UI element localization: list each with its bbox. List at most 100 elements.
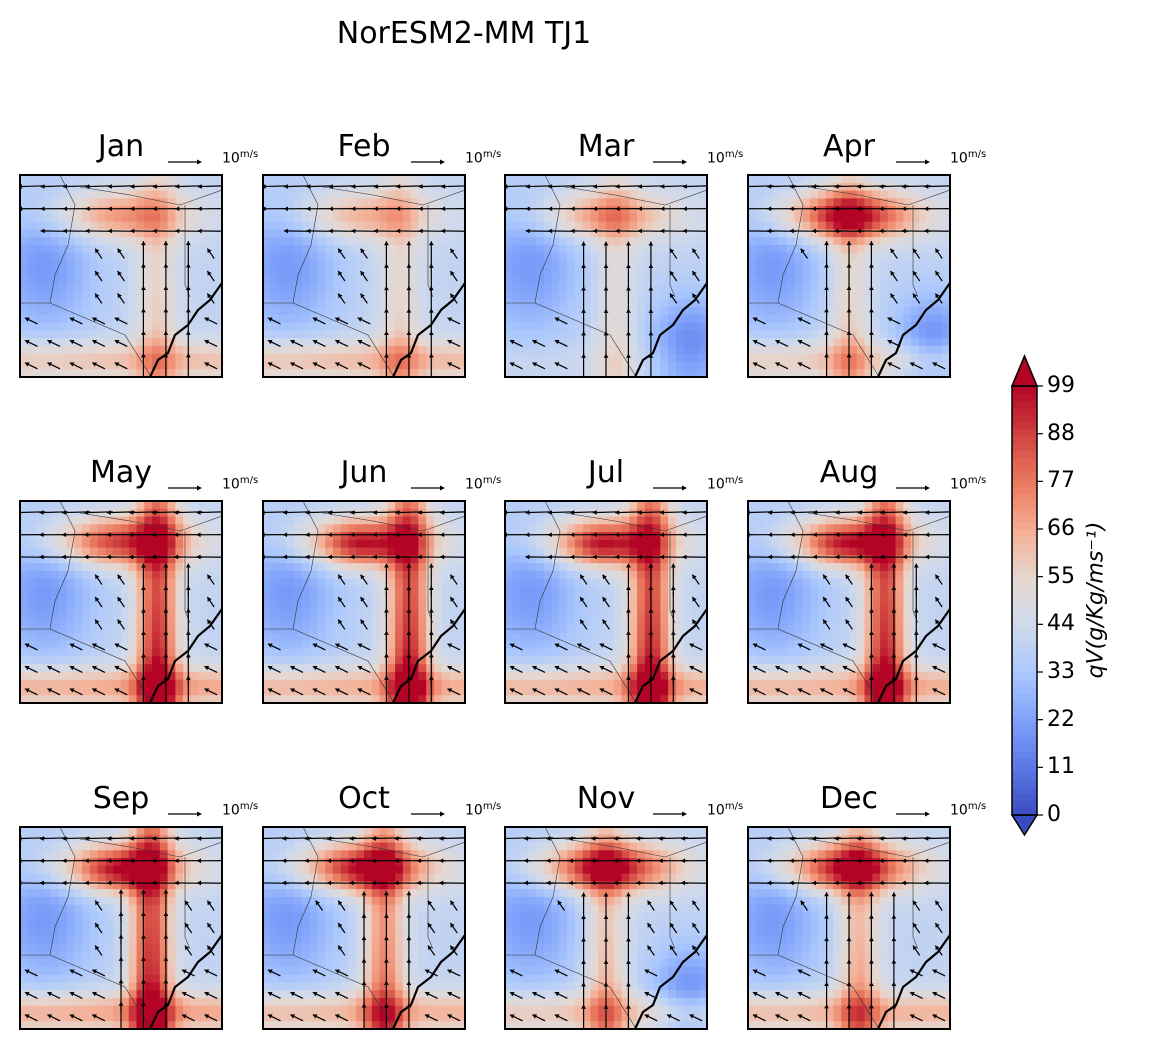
heatmap-cell <box>214 633 222 642</box>
heatmap-cell <box>51 322 60 331</box>
heatmap-cell <box>105 671 114 681</box>
heatmap-cell <box>198 330 208 339</box>
heatmap-cell <box>20 547 29 556</box>
heatmap-cell <box>918 345 928 355</box>
heatmap-cell <box>457 524 465 533</box>
heatmap-cell <box>441 198 451 207</box>
heatmap-cell <box>74 361 83 370</box>
heatmap-cell <box>128 555 138 564</box>
heatmap-cell <box>520 229 529 238</box>
heatmap-cell <box>660 353 669 363</box>
heatmap-cell <box>441 625 451 634</box>
heatmap-cell <box>748 198 757 207</box>
heatmap-cell <box>309 578 318 588</box>
heatmap-cell <box>660 206 669 215</box>
heatmap-cell <box>144 190 153 199</box>
heatmap-cell <box>505 563 514 572</box>
heatmap-cell <box>606 252 615 262</box>
heatmap-cell <box>841 190 850 199</box>
heatmap-cell <box>51 345 60 355</box>
heatmap-cell <box>317 539 326 549</box>
heatmap-cell <box>536 175 545 184</box>
wind-arrowhead <box>95 597 100 602</box>
heatmap-cell <box>418 664 427 673</box>
heatmap-cell <box>567 268 576 277</box>
heatmap-cell <box>817 229 827 238</box>
heatmap-cell <box>198 369 208 377</box>
heatmap-cell <box>418 237 427 246</box>
heatmap-cell <box>559 369 568 377</box>
heatmap-cell <box>918 291 928 300</box>
heatmap-cell <box>559 252 568 262</box>
heatmap-cell <box>270 314 280 324</box>
heatmap-cell <box>136 594 145 603</box>
heatmap-cell <box>606 338 615 347</box>
heatmap-cell <box>136 501 145 510</box>
heatmap-cell <box>903 283 912 293</box>
heatmap-cell <box>286 532 295 541</box>
heatmap-cell <box>301 687 311 696</box>
heatmap-cell <box>771 322 780 331</box>
heatmap-cell <box>856 345 866 355</box>
heatmap-cell <box>520 570 529 580</box>
heatmap-cell <box>144 237 153 246</box>
heatmap-cell <box>426 353 435 363</box>
heatmap-cell <box>152 594 161 603</box>
heatmap-cell <box>105 609 114 619</box>
heatmap-cell <box>74 268 83 277</box>
heatmap-cell <box>505 547 514 556</box>
heatmap-cell <box>613 213 623 223</box>
wind-arrowhead <box>548 228 553 234</box>
heatmap-cell <box>214 679 222 689</box>
heatmap-cell <box>683 345 693 355</box>
heatmap-cell <box>159 648 169 657</box>
heatmap-cell <box>582 260 592 269</box>
heatmap-cell <box>505 555 514 564</box>
heatmap-cell <box>364 299 373 308</box>
heatmap-cell <box>97 229 107 238</box>
heatmap-cell <box>364 338 373 347</box>
heatmap-cell <box>20 640 29 650</box>
heatmap-cell <box>105 547 114 556</box>
wind-arrowhead <box>175 184 180 189</box>
heatmap-cell <box>512 268 522 277</box>
heatmap-cell <box>20 361 29 370</box>
heatmap-cell <box>418 244 427 254</box>
heatmap-cells <box>263 501 465 703</box>
heatmap-cell <box>841 322 850 331</box>
heatmap-cell <box>779 252 788 262</box>
heatmap-cell <box>270 299 280 308</box>
heatmap-cell <box>198 229 208 238</box>
heatmap-cell <box>660 369 669 377</box>
heatmap-cell <box>74 244 83 254</box>
heatmap-cell <box>528 190 537 199</box>
heatmap-cell <box>206 508 215 518</box>
heatmap-cell <box>668 213 677 223</box>
heatmap-cell <box>89 648 99 657</box>
heatmap-cells <box>20 175 222 377</box>
heatmap-cell <box>457 671 465 681</box>
wind-arrowhead <box>890 293 895 299</box>
wind-arrow <box>197 185 222 188</box>
heatmap-cell <box>144 508 153 518</box>
wind-arrowhead <box>626 241 631 246</box>
heatmap-cell <box>74 524 83 533</box>
heatmap-cell <box>183 252 192 262</box>
heatmap-cell <box>810 338 819 347</box>
wind-arrowhead <box>912 271 918 276</box>
heatmap-cell <box>332 299 342 308</box>
heatmap-cell <box>286 175 295 184</box>
wind-arrowhead <box>603 241 609 246</box>
heatmap-cell <box>144 586 153 595</box>
heatmap-cell <box>35 206 44 215</box>
heatmap-cell <box>629 244 638 254</box>
heatmap-cell <box>512 307 522 316</box>
heatmap-cell <box>418 687 427 696</box>
heatmap-cell <box>301 664 311 673</box>
heatmap-cell <box>441 586 451 595</box>
heatmap-cell <box>379 625 388 634</box>
heatmap-cell <box>621 361 630 370</box>
heatmap-cell <box>426 602 435 611</box>
heatmap-cell <box>325 361 334 370</box>
heatmap-cell <box>356 671 365 681</box>
